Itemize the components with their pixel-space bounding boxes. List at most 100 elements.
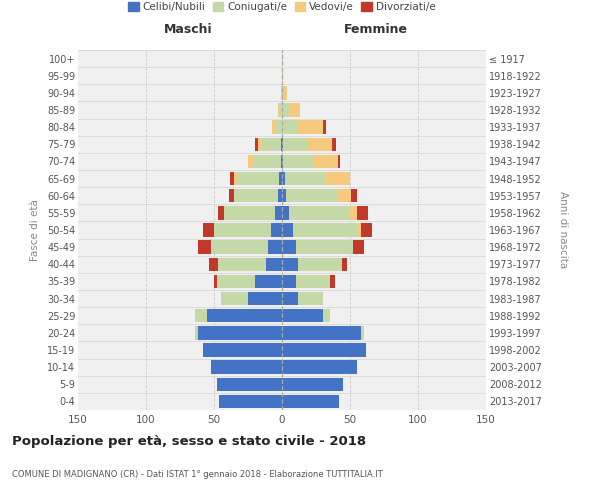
Bar xyxy=(289,104,299,117)
Bar xyxy=(282,344,367,356)
Bar xyxy=(352,189,357,202)
Bar xyxy=(214,274,217,288)
Bar xyxy=(298,258,342,271)
Bar xyxy=(296,240,353,254)
Bar xyxy=(282,258,298,271)
Text: Femmine: Femmine xyxy=(344,22,408,36)
Bar xyxy=(332,138,337,151)
Bar xyxy=(282,378,343,391)
Bar xyxy=(282,189,286,202)
Y-axis label: Fasce di età: Fasce di età xyxy=(30,199,40,261)
Bar xyxy=(323,120,326,134)
Bar xyxy=(197,326,282,340)
Bar xyxy=(281,86,282,100)
Bar xyxy=(275,206,282,220)
Bar xyxy=(255,138,257,151)
Bar xyxy=(282,86,283,100)
Bar xyxy=(203,344,282,356)
Text: Maschi: Maschi xyxy=(164,22,212,36)
Bar xyxy=(218,258,266,271)
Bar xyxy=(275,120,282,134)
Bar xyxy=(271,224,282,236)
Bar xyxy=(282,394,339,408)
Text: COMUNE DI MADIGNANO (CR) - Dati ISTAT 1° gennaio 2018 - Elaborazione TUTTITALIA.: COMUNE DI MADIGNANO (CR) - Dati ISTAT 1°… xyxy=(12,470,383,479)
Bar xyxy=(279,104,282,117)
Bar xyxy=(338,154,340,168)
Bar xyxy=(353,240,364,254)
Bar xyxy=(282,224,293,236)
Bar xyxy=(282,240,296,254)
Bar xyxy=(329,274,335,288)
Bar xyxy=(209,258,218,271)
Bar xyxy=(285,172,326,186)
Bar xyxy=(323,309,329,322)
Bar xyxy=(262,138,281,151)
Bar xyxy=(272,120,275,134)
Bar xyxy=(220,394,282,408)
Bar xyxy=(266,258,282,271)
Bar xyxy=(283,154,313,168)
Bar xyxy=(282,326,361,340)
Bar xyxy=(279,172,282,186)
Bar xyxy=(211,360,282,374)
Bar xyxy=(283,86,287,100)
Bar xyxy=(229,189,235,202)
Bar xyxy=(282,309,323,322)
Bar xyxy=(211,240,268,254)
Bar xyxy=(338,189,352,202)
Bar xyxy=(282,104,289,117)
Bar xyxy=(217,274,255,288)
Bar xyxy=(282,69,283,82)
Bar xyxy=(218,206,224,220)
Bar xyxy=(196,309,207,322)
Bar xyxy=(361,224,372,236)
Bar xyxy=(293,224,358,236)
Bar xyxy=(286,189,338,202)
Bar xyxy=(224,206,275,220)
Bar xyxy=(235,189,278,202)
Bar xyxy=(282,172,285,186)
Bar xyxy=(282,120,298,134)
Text: Popolazione per età, sesso e stato civile - 2018: Popolazione per età, sesso e stato civil… xyxy=(12,435,366,448)
Bar xyxy=(357,206,368,220)
Bar xyxy=(278,104,279,117)
Bar xyxy=(289,206,350,220)
Bar xyxy=(268,240,282,254)
Bar xyxy=(197,240,211,254)
Bar xyxy=(203,224,214,236)
Bar xyxy=(298,120,323,134)
Bar xyxy=(195,326,197,340)
Bar xyxy=(235,172,238,186)
Bar xyxy=(221,292,248,306)
Bar xyxy=(350,206,357,220)
Y-axis label: Anni di nascita: Anni di nascita xyxy=(559,192,568,268)
Bar xyxy=(282,292,298,306)
Legend: Celibi/Nubili, Coniugati/e, Vedovi/e, Divorziati/e: Celibi/Nubili, Coniugati/e, Vedovi/e, Di… xyxy=(124,0,440,16)
Bar xyxy=(282,274,296,288)
Bar xyxy=(326,172,350,186)
Bar xyxy=(282,206,289,220)
Bar xyxy=(296,274,329,288)
Bar xyxy=(255,274,282,288)
Bar xyxy=(238,172,279,186)
Bar xyxy=(313,154,338,168)
Bar xyxy=(248,154,253,168)
Bar xyxy=(214,224,271,236)
Bar xyxy=(282,154,283,168)
Bar xyxy=(248,292,282,306)
Bar xyxy=(283,138,308,151)
Bar xyxy=(278,189,282,202)
Bar xyxy=(253,154,281,168)
Bar xyxy=(257,138,262,151)
Bar xyxy=(361,326,364,340)
Bar xyxy=(342,258,347,271)
Bar xyxy=(207,309,282,322)
Bar xyxy=(195,309,196,322)
Bar xyxy=(281,154,282,168)
Bar xyxy=(230,172,235,186)
Bar xyxy=(281,138,282,151)
Bar xyxy=(308,138,332,151)
Bar xyxy=(282,360,357,374)
Bar xyxy=(298,292,323,306)
Bar xyxy=(217,378,282,391)
